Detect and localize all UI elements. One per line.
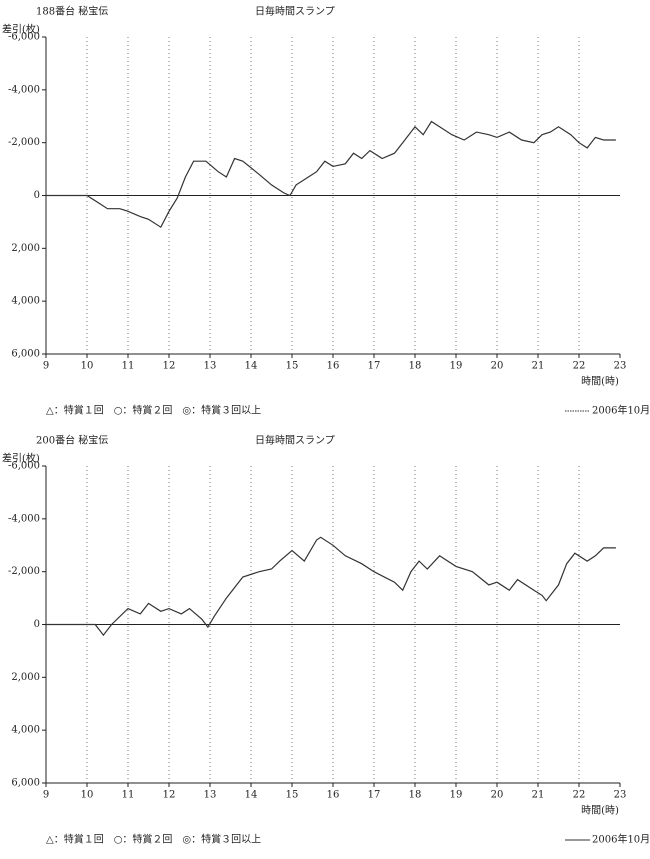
- x-tick-label: 21: [532, 361, 545, 372]
- x-tick-label: 13: [204, 790, 217, 801]
- x-tick-label: 15: [286, 361, 299, 372]
- y-tick-label: 6,000: [11, 349, 40, 360]
- legend-note: △：特賞１回 ○：特賞２回 ◎：特賞３回以上: [46, 833, 261, 846]
- y-tick-label: -6,000: [8, 461, 40, 472]
- x-tick-label: 17: [368, 790, 381, 801]
- x-tick-label: 10: [81, 790, 94, 801]
- y-tick-label: 6,000: [11, 778, 40, 789]
- y-tick-label: 4,000: [11, 296, 40, 307]
- x-tick-label: 20: [491, 361, 504, 372]
- x-tick-label: 9: [43, 790, 49, 801]
- x-tick-label: 16: [327, 790, 340, 801]
- line: [46, 120, 616, 229]
- line: [46, 536, 616, 637]
- x-tick-label: 23: [614, 361, 627, 372]
- x-tick-label: 19: [450, 361, 463, 372]
- subtitle: 188番台 秘宝伝: [36, 5, 108, 18]
- x-tick-label: 19: [450, 790, 463, 801]
- x-tick-label: 22: [573, 790, 586, 801]
- x-tick-label: 11: [122, 790, 135, 801]
- x-tick-label: 10: [81, 361, 94, 372]
- y-tick-label: 0: [34, 190, 40, 201]
- x-tick-label: 17: [368, 361, 381, 372]
- x-tick-label: 14: [245, 790, 258, 801]
- y-axis-label: 差引(枚): [2, 452, 40, 465]
- y-tick-label: -4,000: [8, 513, 40, 524]
- x-tick-label: 9: [43, 361, 49, 372]
- chart-title: 日毎時間スランプ: [255, 5, 335, 18]
- x-axis-label: 時間(時): [581, 376, 619, 388]
- subtitle: 200番台 秘宝伝: [36, 434, 108, 447]
- x-tick-label: 11: [122, 361, 135, 372]
- x-tick-label: 23: [614, 790, 627, 801]
- x-tick-label: 13: [204, 361, 217, 372]
- legend-note: △：特賞１回 ○：特賞２回 ◎：特賞３回以上: [46, 404, 261, 417]
- y-tick-label: 4,000: [11, 725, 40, 736]
- y-tick-label: -6,000: [8, 32, 40, 43]
- y-tick-label: 2,000: [11, 672, 40, 683]
- date: 2006年10月11日: [592, 404, 650, 417]
- chart-title: 日毎時間スランプ: [255, 434, 335, 447]
- y-tick-label: 0: [34, 619, 40, 630]
- x-tick-label: 22: [573, 361, 586, 372]
- x-tick-label: 15: [286, 790, 299, 801]
- x-tick-label: 18: [409, 790, 422, 801]
- x-tick-label: 21: [532, 790, 545, 801]
- y-tick-label: 2,000: [11, 243, 40, 254]
- x-tick-label: 14: [245, 361, 258, 372]
- y-tick-label: -2,000: [8, 566, 40, 577]
- y-axis-label: 差引(枚): [2, 23, 40, 36]
- x-tick-label: 12: [163, 361, 176, 372]
- x-tick-label: 20: [491, 790, 504, 801]
- x-tick-label: 18: [409, 361, 422, 372]
- date: 2006年10月11日: [592, 833, 650, 846]
- x-tick-label: 12: [163, 790, 176, 801]
- y-tick-label: -2,000: [8, 137, 40, 148]
- x-axis-label: 時間(時): [581, 805, 619, 817]
- y-tick-label: -4,000: [8, 84, 40, 95]
- x-tick-label: 16: [327, 361, 340, 372]
